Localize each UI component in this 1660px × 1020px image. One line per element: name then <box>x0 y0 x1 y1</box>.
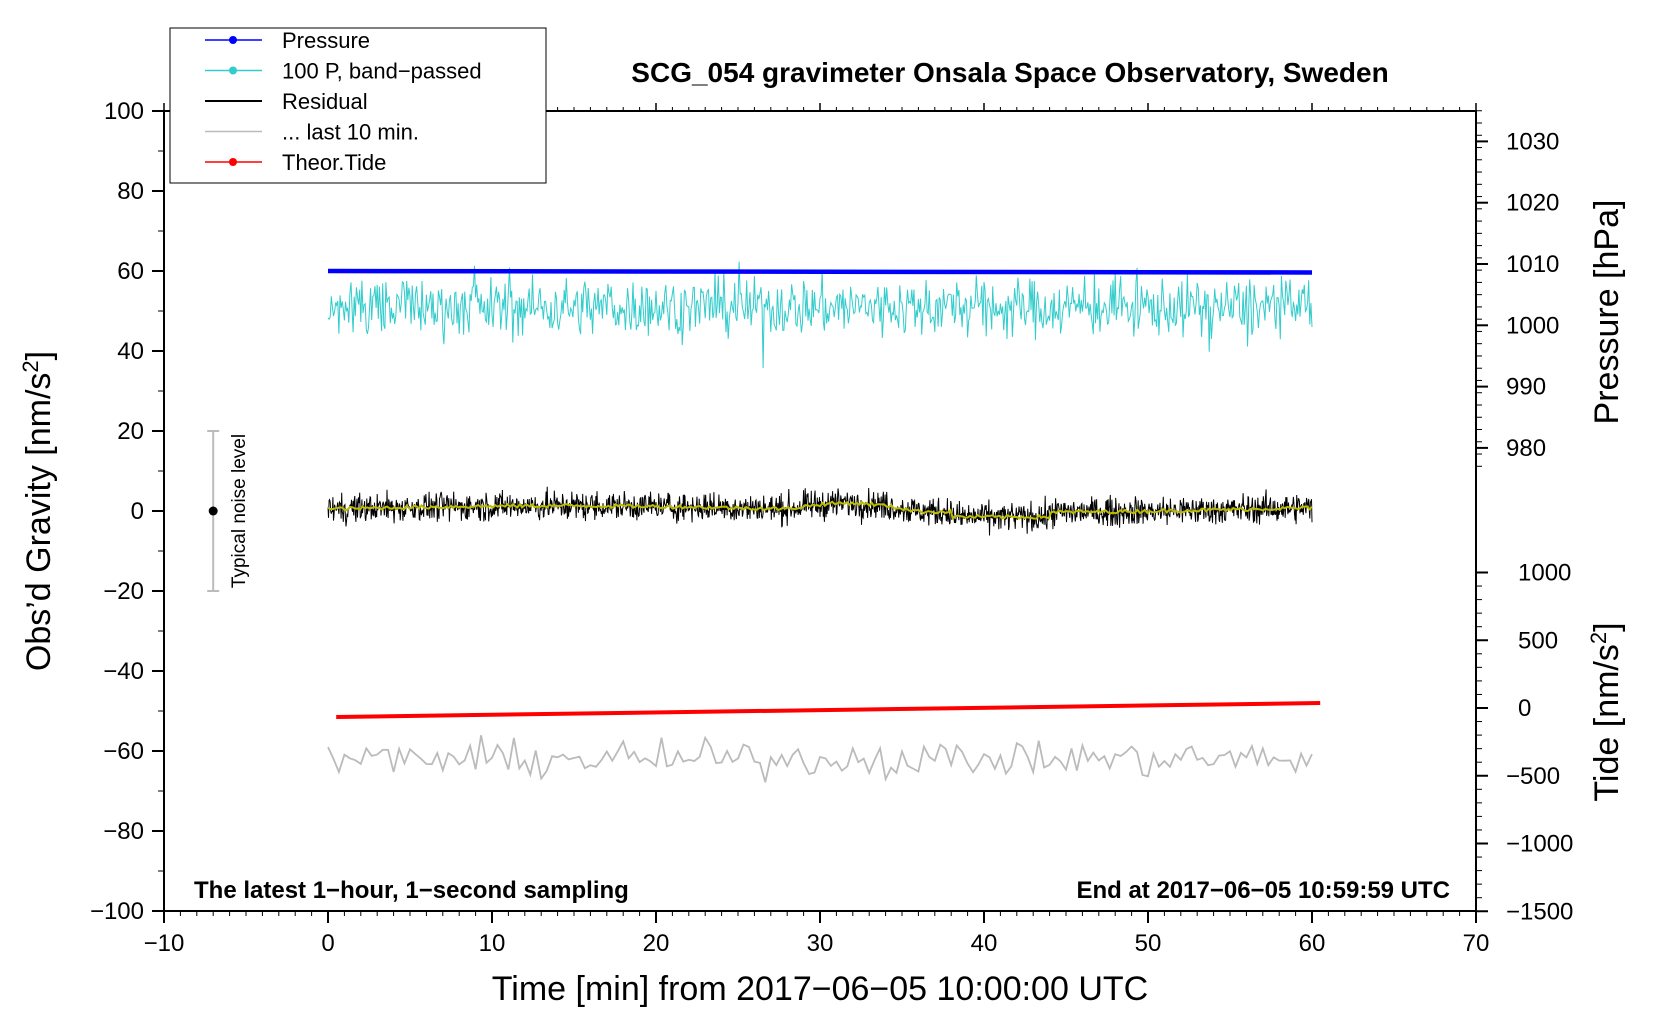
series-residual-smoothed <box>327 500 1313 520</box>
series-band-passed <box>327 261 1313 369</box>
legend-marker <box>229 36 237 44</box>
series-layer <box>327 261 1321 783</box>
legend-box <box>169 27 547 184</box>
legend-marker <box>229 66 237 75</box>
x-tick-label: 50 <box>1135 930 1162 957</box>
y-tick-label: 20 <box>117 418 144 445</box>
pressure-tick-label: 990 <box>1506 374 1546 401</box>
legend-label: Residual <box>282 89 368 114</box>
y-tick-label: −40 <box>103 658 144 685</box>
series-residual <box>327 486 1313 536</box>
series-pressure <box>327 268 1313 275</box>
legend-label: 100 P, band−passed <box>282 59 482 84</box>
x-axis: −10 0 10 20 30 40 50 60 70 <box>144 103 1490 957</box>
pressure-tick-label: 1000 <box>1506 312 1559 339</box>
x-tick-label: 10 <box>479 930 506 957</box>
x-tick-label: 20 <box>643 930 670 957</box>
y-tick-label: 100 <box>104 98 144 125</box>
noise-bar-center <box>208 506 218 516</box>
y-axis: −100 −80 −60 −40 −20 0 20 40 60 80 100 <box>90 98 164 925</box>
series-theor-tide <box>336 701 1321 719</box>
tide-tick-label: −1500 <box>1506 898 1573 925</box>
pressure-tick-label: 980 <box>1506 435 1546 462</box>
x-tick-label: −10 <box>144 930 185 957</box>
x-axis-title: Time [min] from 2017−06−05 10:00:00 UTC <box>492 970 1148 1008</box>
y-tick-label: 60 <box>117 258 144 285</box>
x-tick-label: 40 <box>971 930 998 957</box>
y-tick-label: −60 <box>103 738 144 765</box>
x-tick-label: 30 <box>807 930 834 957</box>
y-tick-label: −80 <box>103 818 144 845</box>
tide-tick-label: −500 <box>1506 763 1560 790</box>
tide-axis-title: Tide [nm/s2] <box>1586 622 1627 801</box>
y-tick-label: 0 <box>131 498 144 525</box>
legend-label: Pressure <box>282 28 370 53</box>
tide-tick-label: −1000 <box>1506 831 1573 858</box>
y-axis-title: Obs’d Gravity [nm/s2] <box>18 351 59 671</box>
tide-tick-label: 0 <box>1518 695 1531 722</box>
annotation-left: The latest 1−hour, 1−second sampling <box>194 877 629 904</box>
legend-marker <box>229 158 237 166</box>
tide-axis: −1500 −1000 −500 0 500 1000 <box>1476 560 1573 925</box>
legend-label: Theor.Tide <box>282 150 386 175</box>
y-tick-label: −100 <box>90 898 144 925</box>
y-tick-label: 80 <box>117 178 144 205</box>
y-tick-label: 40 <box>117 338 144 365</box>
x-tick-label: 0 <box>321 930 334 957</box>
legend-label: ... last 10 min. <box>282 120 419 145</box>
chart-title: SCG_054 gravimeter Onsala Space Observat… <box>631 57 1388 88</box>
series-last-10-min <box>327 735 1313 783</box>
tide-tick-label: 1000 <box>1518 560 1571 587</box>
pressure-tick-label: 1030 <box>1506 128 1559 155</box>
x-tick-label: 70 <box>1463 930 1490 957</box>
annotation-right: End at 2017−06−05 10:59:59 UTC <box>1076 877 1450 904</box>
tide-tick-label: 500 <box>1518 627 1558 654</box>
noise-bar: Typical noise level <box>207 430 250 592</box>
legend: Pressure 100 P, band−passed Residual ... la… <box>169 27 547 184</box>
pressure-tick-label: 1020 <box>1506 190 1559 217</box>
x-tick-label: 60 <box>1299 930 1326 957</box>
noise-bar-label: Typical noise level <box>229 434 250 588</box>
pressure-tick-label: 1010 <box>1506 251 1559 278</box>
pressure-axis: 980 990 1000 1010 1020 1030 <box>1476 110 1559 467</box>
pressure-axis-title: Pressure [hPa] <box>1588 200 1626 425</box>
y-tick-label: −20 <box>103 578 144 605</box>
